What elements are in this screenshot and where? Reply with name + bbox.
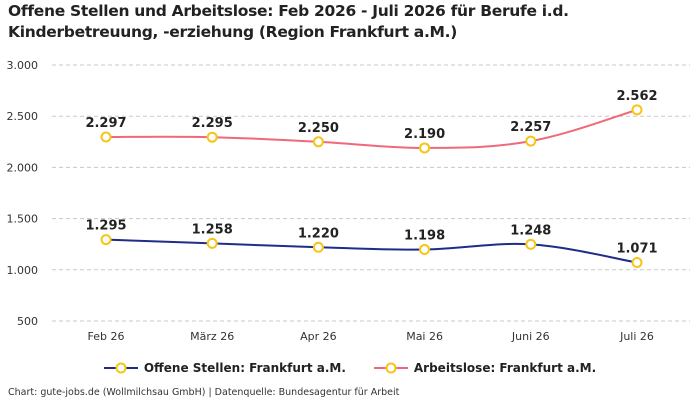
y-tick-label: 3.000: [7, 59, 39, 72]
x-tick-label: Juli 26: [619, 330, 654, 343]
data-point: [206, 131, 218, 143]
gridlines: [52, 64, 690, 322]
data-label: 2.562: [616, 89, 657, 104]
data-label: 2.250: [298, 121, 339, 136]
data-point: [312, 241, 324, 253]
legend-item-offene-stellen[interactable]: Offene Stellen: Frankfurt a.M.: [103, 361, 346, 375]
y-tick-label: 2.000: [7, 161, 39, 174]
data-label: 2.190: [404, 127, 445, 142]
x-tick-label: Juni 26: [511, 330, 550, 343]
data-label: 1.295: [85, 219, 126, 234]
data-label: 1.071: [616, 242, 657, 257]
chart-title: Offene Stellen und Arbeitslose: Feb 2026…: [8, 1, 698, 43]
data-label: 2.257: [510, 120, 551, 135]
legend: Offene Stellen: Frankfurt a.M. Arbeitslo…: [0, 361, 700, 375]
y-tick-label: 500: [17, 315, 38, 328]
legend-label-offene-stellen: Offene Stellen: Frankfurt a.M.: [143, 361, 346, 375]
series-group: 1.295 1.258 1.220 1.198 1.248 1.071 2.297 2.295…: [85, 89, 658, 269]
chart-title-line1: Offene Stellen und Arbeitslose: Feb 2026…: [8, 2, 569, 20]
legend-item-arbeitslose[interactable]: Arbeitslose: Frankfurt a.M.: [373, 361, 597, 375]
data-label: 1.258: [192, 222, 233, 237]
data-point: [206, 237, 218, 249]
data-point: [631, 257, 643, 269]
series-line: [105, 238, 638, 264]
data-label: 2.295: [192, 116, 233, 131]
data-point: [312, 136, 324, 148]
x-tick-label: Apr 26: [300, 330, 337, 343]
x-tick-label: Mai 26: [406, 330, 443, 343]
legend-swatch-offene-stellen: [103, 362, 138, 374]
data-point: [419, 142, 431, 154]
y-tick-label: 2.500: [7, 110, 39, 123]
y-tick-label: 1.500: [7, 213, 39, 226]
data-point: [100, 131, 112, 143]
chart-title-line2: Kinderbetreuung, -erziehung (Region Fran…: [8, 23, 458, 41]
y-tick-label: 1.000: [7, 264, 39, 277]
data-label: 1.248: [510, 223, 551, 238]
data-point: [631, 104, 643, 116]
data-point: [525, 135, 537, 147]
x-axis: Feb 26 März 26 Apr 26 Mai 26 Juni 26 Juli 26: [88, 330, 654, 343]
data-label: 2.297: [85, 116, 126, 131]
legend-label-arbeitslose: Arbeitslose: Frankfurt a.M.: [413, 361, 597, 375]
data-label: 1.198: [404, 229, 445, 244]
legend-swatch-arbeitslose: [373, 362, 408, 374]
data-point: [100, 234, 112, 246]
series-line: [105, 108, 638, 149]
data-point: [419, 244, 431, 256]
data-point: [525, 238, 537, 250]
data-label: 1.220: [298, 226, 339, 241]
x-tick-label: Feb 26: [88, 330, 125, 343]
y-axis: 500 1.000 1.500 2.000 2.500 3.000: [7, 59, 39, 328]
x-tick-label: März 26: [190, 330, 234, 343]
source-footer: Chart: gute-jobs.de (Wollmilchsau GmbH) …: [8, 387, 400, 398]
